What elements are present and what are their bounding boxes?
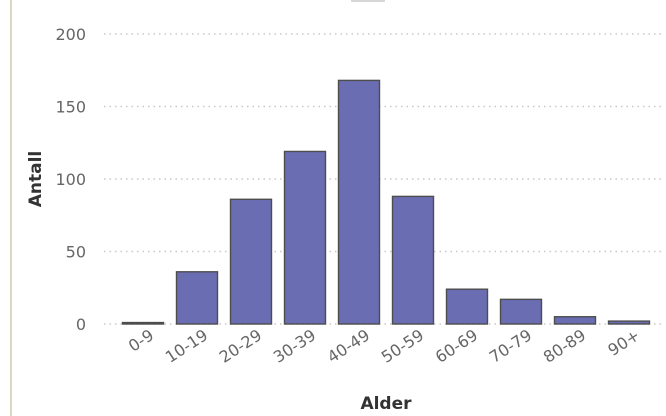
bar-10-19[interactable] [175,271,219,325]
bars-layer [121,79,651,325]
y-tick-label: 0 [76,315,86,334]
y-axis-title: Antall [26,151,46,208]
x-tick-label: 30-39 [270,325,319,366]
x-tick-label: 50-59 [378,325,427,366]
x-tick-label: 40-49 [324,325,373,366]
x-tick-label: 90+ [605,325,644,359]
y-tick-label: 150 [55,98,86,117]
bar-70-79[interactable] [499,298,543,325]
x-tick-labels: 0-9 10-19 20-29 30-39 40-49 50-59 60-69 70-79 80… [125,325,643,366]
y-tick-labels: 0 50 100 150 200 [55,25,86,334]
bar-0-9[interactable] [121,321,165,325]
top-edge-fragment [351,0,385,6]
x-tick-label: 0-9 [125,325,157,355]
x-tick-label: 80-89 [540,325,589,366]
panel-left-border [10,0,12,416]
bar-50-59[interactable] [391,195,435,325]
x-axis-title: Alder [360,394,412,414]
bar-80-89[interactable] [553,316,597,325]
y-tick-label: 100 [55,170,86,189]
y-tick-label: 200 [55,25,86,44]
y-tick-label: 50 [66,243,86,262]
bar-30-39[interactable] [283,150,327,325]
x-tick-label: 60-69 [432,325,481,366]
x-tick-label: 10-19 [162,325,211,366]
bar-40-49[interactable] [337,79,381,325]
bar-90+[interactable] [607,320,651,325]
x-tick-label: 20-29 [216,325,265,366]
x-tick-label: 70-79 [486,325,535,366]
bar-20-29[interactable] [229,198,273,325]
bar-60-69[interactable] [445,288,489,325]
